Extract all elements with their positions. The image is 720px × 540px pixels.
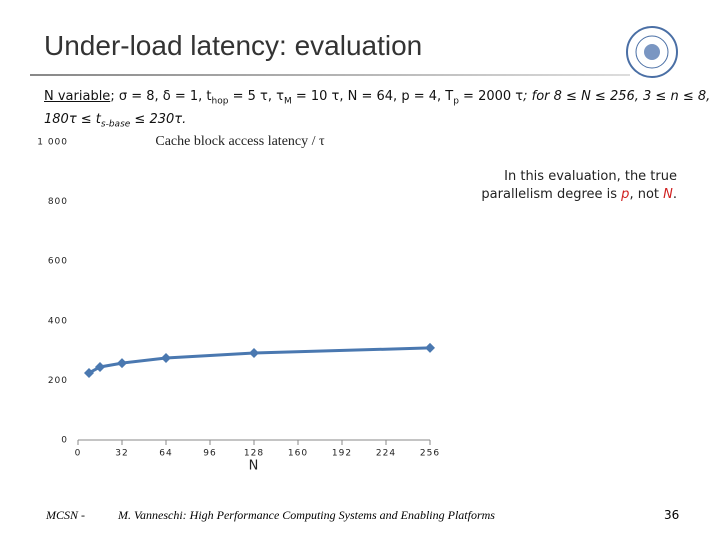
- param-text: ; σ = 8, δ = 1, t: [110, 89, 212, 104]
- x-tick-label: 160: [288, 449, 308, 459]
- x-tick-label: 224: [376, 449, 396, 459]
- x-tick-label: 64: [159, 449, 172, 459]
- footer-left: MCSN -: [46, 508, 85, 522]
- logo-core: [644, 44, 660, 60]
- logo-inner: [635, 35, 669, 69]
- page-number: 36: [664, 508, 680, 522]
- note-text: In this evaluation, the true parallelism…: [481, 169, 677, 202]
- param-sub: p: [453, 96, 459, 107]
- parameters: N variable; σ = 8, δ = 1, thop = 5 τ, τM…: [44, 88, 710, 133]
- note-text: .: [672, 187, 677, 202]
- note-text: p: [621, 187, 630, 202]
- y-tick-label: 0: [61, 436, 68, 446]
- x-axis-label: N: [249, 459, 260, 474]
- data-point: [161, 353, 171, 364]
- x-tick-label: 0: [75, 449, 82, 459]
- param-sub: M: [283, 96, 292, 107]
- chart: Cache block access latency / τ N 0 200 400…: [37, 134, 440, 474]
- x-tick-label: 96: [203, 449, 216, 459]
- y-tick-label: 800: [48, 197, 68, 207]
- data-point: [425, 342, 435, 353]
- data-point: [95, 361, 105, 372]
- note-text: , not: [629, 187, 664, 202]
- note: In this evaluation, the true parallelism…: [462, 168, 677, 204]
- footer-center: M. Vanneschi: High Performance Computing…: [118, 508, 495, 522]
- param-text: N variable: [44, 89, 111, 104]
- data-point: [84, 367, 94, 378]
- x-tick-label: 32: [115, 449, 128, 459]
- logo: [626, 26, 678, 78]
- param-text: ≤ 230τ.: [130, 111, 187, 127]
- param-text: = 5 τ, τ: [228, 89, 284, 104]
- y-tick-label: 200: [48, 376, 68, 386]
- param-text: = 10 τ, N = 64, p = 4, T: [291, 89, 454, 104]
- x-tick-label: 256: [420, 449, 440, 459]
- param-text: = 2000 τ: [458, 89, 524, 104]
- x-tick-label: 192: [332, 449, 352, 459]
- y-tick-label: 400: [48, 316, 68, 326]
- param-text: 180τ ≤ t: [44, 111, 101, 127]
- chart-title: Cache block access latency / τ: [155, 134, 325, 149]
- logo-ring: [626, 26, 678, 78]
- param-text: ; for 8 ≤ N ≤ 256, 3 ≤ n ≤ 8,: [523, 89, 711, 104]
- y-tick-label: 1 000: [37, 138, 68, 148]
- data-line: [88, 346, 431, 375]
- data-point: [117, 358, 127, 369]
- note-text: N: [663, 187, 673, 202]
- param-sub: hop: [211, 96, 229, 107]
- param-sub: s-base: [100, 119, 131, 130]
- data-point: [249, 347, 259, 358]
- y-tick-label: 600: [48, 257, 68, 267]
- x-tick-label: 128: [244, 449, 264, 459]
- title-rule: [30, 74, 630, 76]
- slide-title: Under-load latency: evaluation: [44, 30, 423, 61]
